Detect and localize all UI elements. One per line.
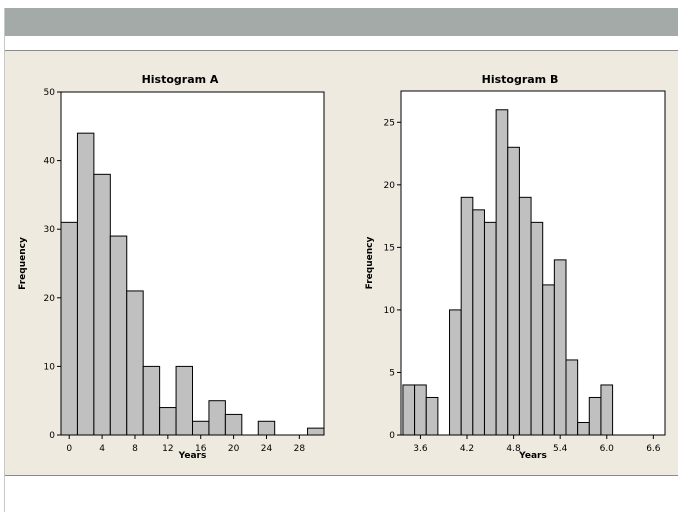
bar — [414, 384, 427, 436]
histogram-b: 0 5 10 15 20 25 3.6 4.2 4.8 5.4 6.0 6.6 Histogram B Y… — [365, 73, 666, 461]
y-tick-label: 10 — [384, 306, 396, 316]
x-tick-label: 12 — [162, 444, 173, 454]
bar — [507, 146, 520, 436]
bar — [565, 359, 579, 436]
chart-title: Histogram A — [142, 73, 219, 86]
x-tick-label: 28 — [294, 444, 306, 454]
bar — [402, 384, 416, 436]
histogram-a: 0 10 20 30 40 50 0 4 8 12 16 20 24 28 Histogram A Years… — [18, 73, 325, 461]
y-tick-label: 15 — [384, 243, 395, 253]
bar — [460, 196, 474, 436]
y-tick-label: 50 — [44, 88, 56, 98]
y-tick-label: 0 — [49, 431, 55, 441]
bar — [257, 420, 276, 436]
bar — [224, 413, 243, 436]
bar — [159, 407, 177, 436]
bottom-area — [5, 476, 678, 512]
y-tick-label: 20 — [44, 294, 56, 304]
bar — [76, 132, 95, 436]
y-tick-label: 30 — [44, 225, 56, 235]
x-tick-label: 4.2 — [460, 444, 474, 454]
bar — [126, 290, 144, 436]
header-spacer — [5, 36, 678, 50]
bar — [208, 400, 226, 436]
chart-panel: 0 10 20 30 40 50 0 4 8 12 16 20 24 28 Histogram A Years… — [5, 50, 678, 476]
header-bar — [5, 8, 678, 36]
x-tick-label: 5.4 — [553, 444, 568, 454]
x-tick-label: 0 — [66, 444, 72, 454]
x-tick-label: 24 — [261, 444, 273, 454]
bar — [425, 396, 439, 436]
x-tick-label: 6.6 — [646, 444, 661, 454]
x-tick-label: 4 — [99, 444, 105, 454]
bar — [530, 221, 544, 436]
y-tick-label: 5 — [389, 368, 395, 378]
plot-frame — [60, 91, 325, 436]
bar — [60, 221, 78, 436]
bar — [192, 420, 210, 436]
y-tick-label: 40 — [44, 157, 56, 167]
plot-frame — [400, 90, 666, 436]
bar — [600, 384, 614, 436]
x-tick-label: 6.0 — [600, 444, 615, 454]
bar — [175, 365, 193, 436]
chart-title: Histogram B — [482, 73, 559, 86]
x-tick-label: 16 — [195, 444, 207, 454]
bar — [142, 365, 161, 436]
y-axis-label: Frequency — [365, 237, 375, 290]
bar — [553, 259, 567, 436]
bar — [307, 427, 325, 436]
y-axis-label: Frequency — [18, 237, 28, 290]
window-frame: 0 10 20 30 40 50 0 4 8 12 16 20 24 28 Histogram A Years… — [4, 8, 678, 512]
bar — [472, 209, 485, 436]
x-tick-label: 3.6 — [413, 444, 428, 454]
bar — [93, 173, 111, 436]
bar — [518, 196, 532, 436]
bar — [588, 396, 602, 436]
y-tick-label: 25 — [384, 118, 395, 128]
bar — [483, 221, 497, 436]
bar — [109, 235, 128, 436]
y-tick-label: 20 — [384, 181, 396, 191]
x-axis-label: Years — [178, 451, 207, 461]
bar — [449, 309, 462, 436]
x-tick-label: 4.8 — [506, 444, 521, 454]
bar — [542, 284, 555, 436]
bar — [577, 421, 590, 436]
x-axis-label: Years — [518, 451, 547, 461]
bar — [495, 109, 509, 436]
x-tick-label: 8 — [132, 444, 138, 454]
x-tick-label: 20 — [228, 444, 240, 454]
y-tick-label: 10 — [44, 362, 56, 372]
y-tick-label: 0 — [389, 431, 395, 441]
